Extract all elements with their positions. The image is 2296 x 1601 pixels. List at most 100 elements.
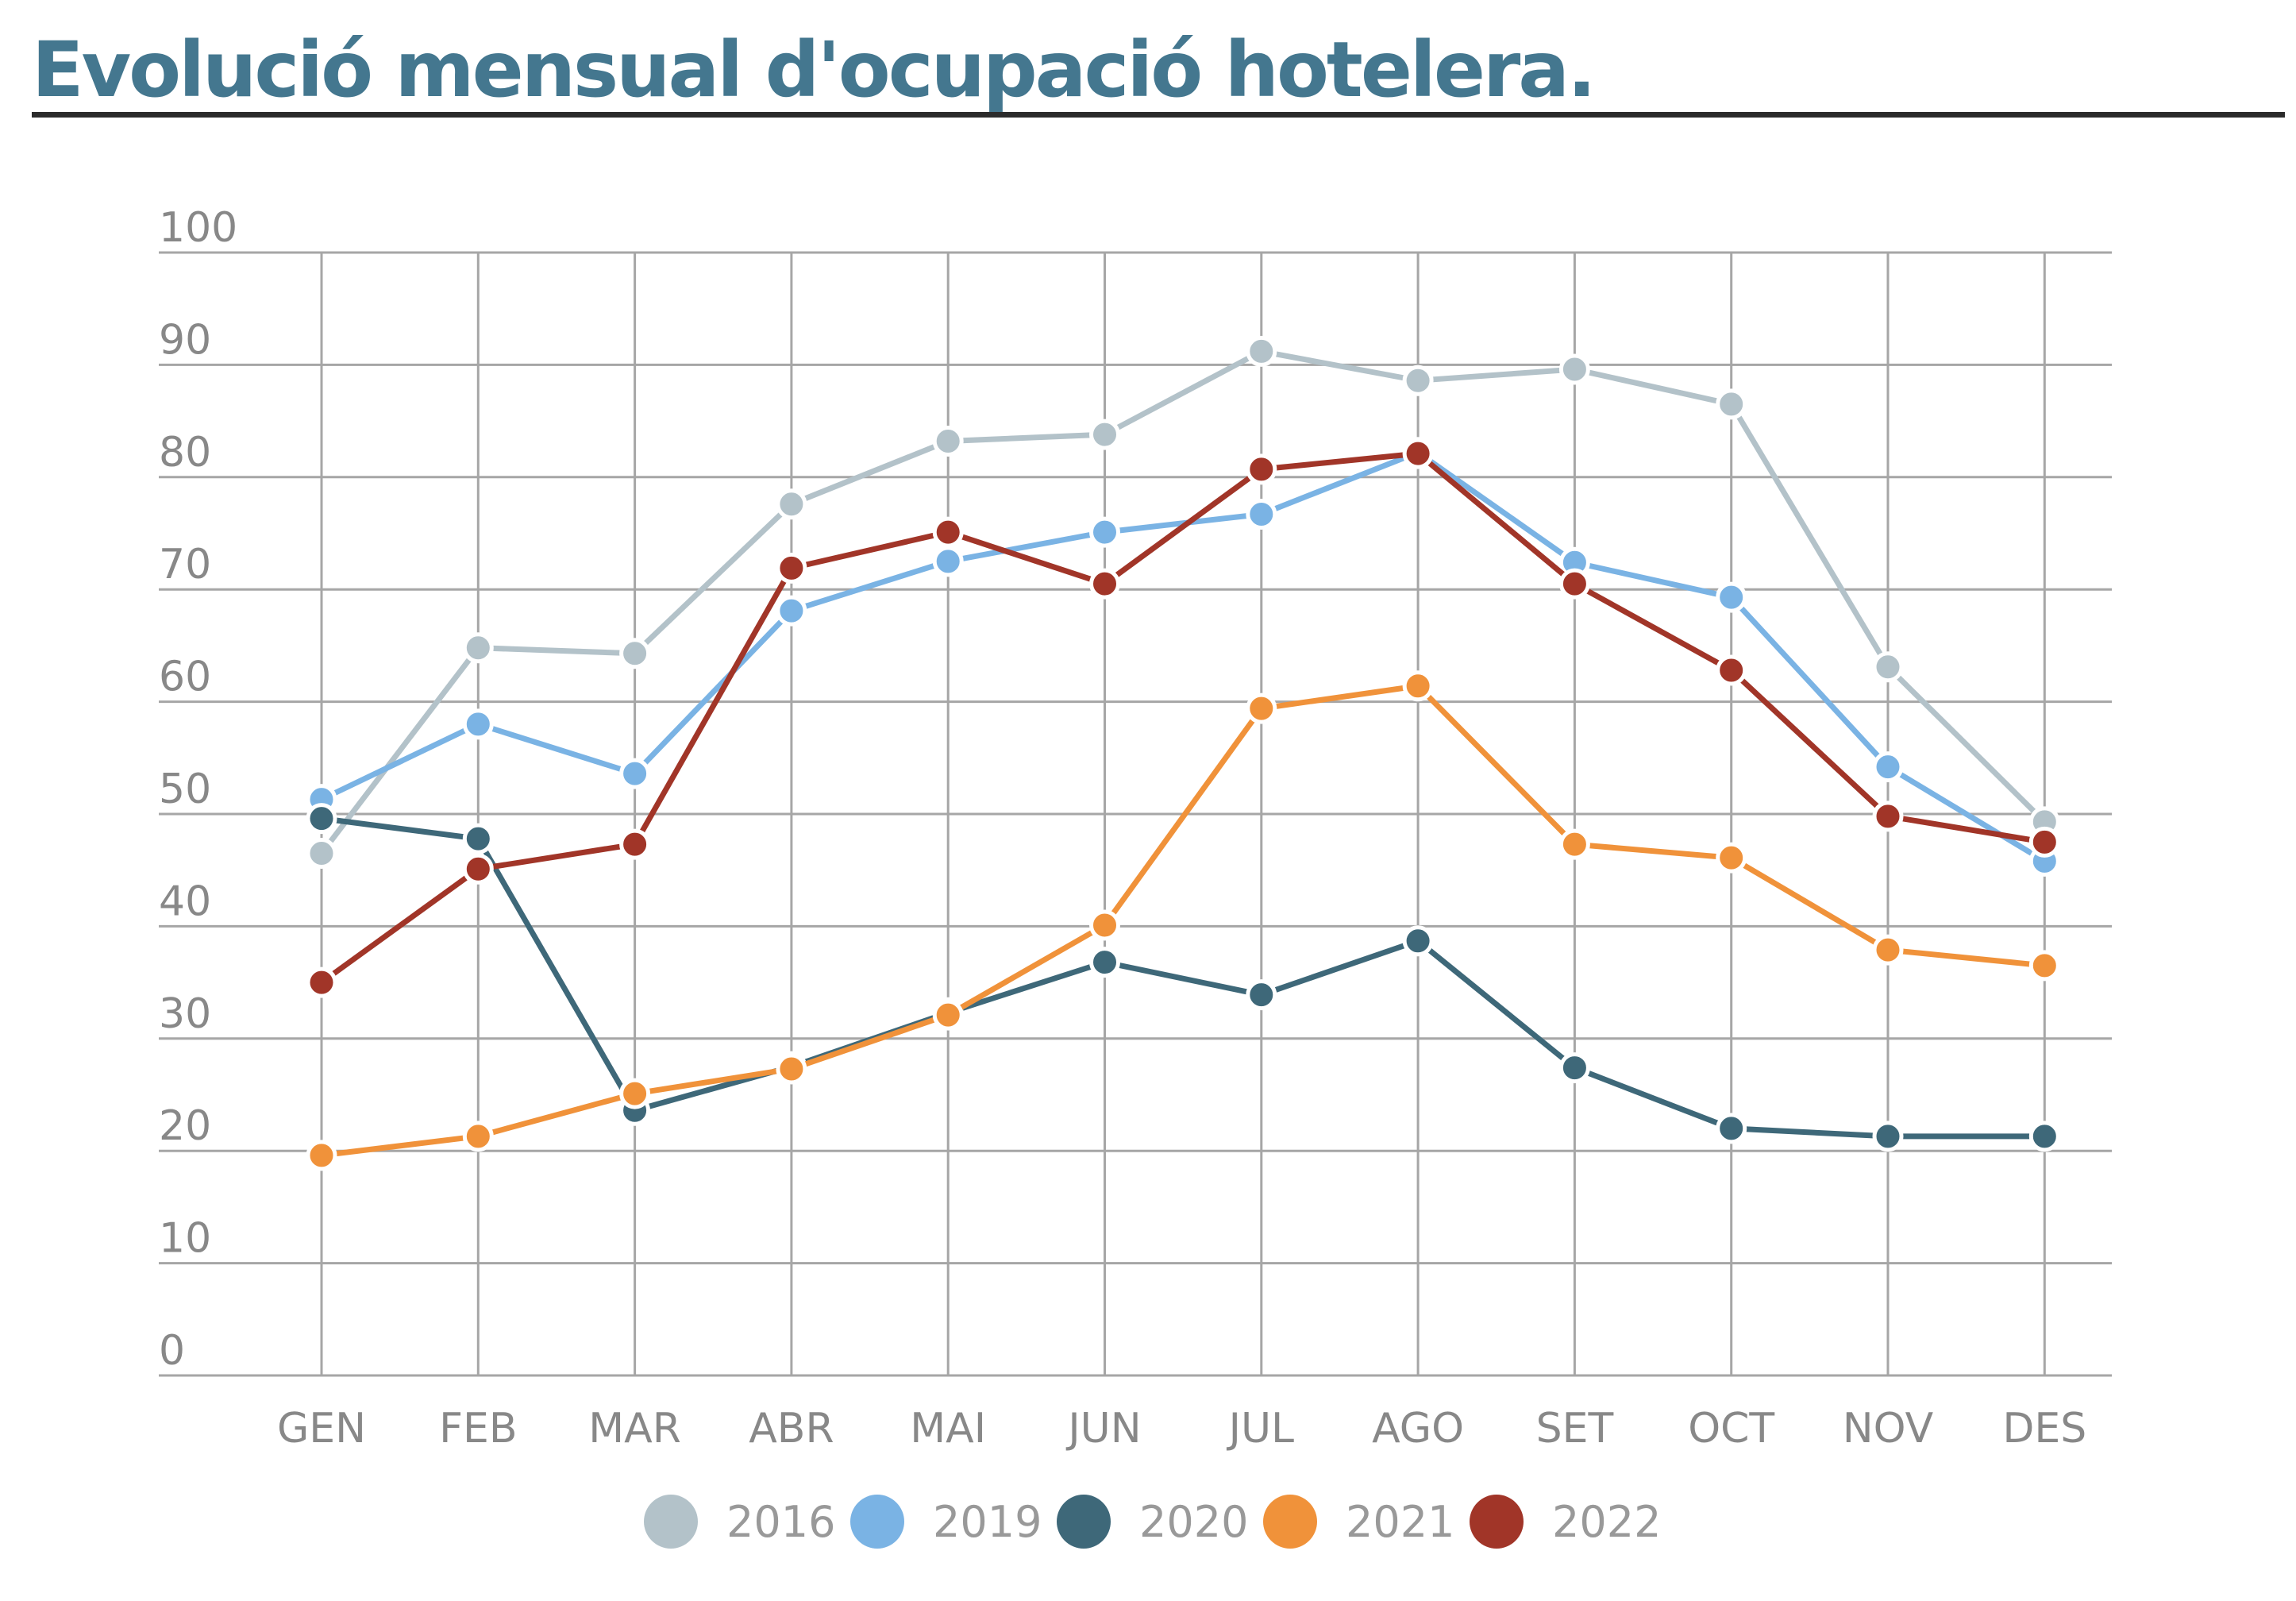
y-tick-label: 90 [159, 316, 211, 364]
y-axis: 0 10 20 30 40 50 60 70 80 90 100 [159, 204, 237, 1375]
data-point [932, 999, 964, 1031]
data-point [462, 632, 494, 664]
data-point [1872, 800, 1904, 832]
series-lines [306, 335, 2060, 1171]
data-point [1558, 568, 1590, 600]
x-tick-label: ABR [749, 1405, 834, 1452]
data-point [932, 516, 964, 548]
y-tick-label: 20 [159, 1102, 211, 1150]
data-point [1246, 498, 1277, 530]
x-tick-label: SET [1536, 1405, 1614, 1452]
series-line [318, 450, 2048, 986]
data-point [306, 1140, 337, 1171]
legend-label: 2021 [1346, 1497, 1454, 1547]
x-tick-label: MAR [588, 1405, 681, 1452]
data-point [1558, 1052, 1590, 1084]
data-point [1089, 419, 1120, 450]
title-underline [32, 112, 2285, 118]
data-point [1402, 670, 1434, 702]
data-point [1558, 353, 1590, 385]
legend-item-2019: 2019 [850, 1495, 1042, 1549]
data-point [306, 966, 337, 998]
data-point [2028, 826, 2060, 858]
data-point [2028, 1121, 2060, 1152]
series-line [318, 348, 2048, 856]
data-point [1246, 692, 1277, 724]
series-2022 [306, 438, 2060, 998]
data-point [1716, 581, 1747, 613]
x-tick-label: AGO [1372, 1405, 1464, 1452]
data-point [306, 803, 337, 835]
legend-item-2021: 2021 [1263, 1495, 1454, 1549]
data-point [1872, 651, 1904, 683]
data-point [1089, 568, 1120, 600]
legend-label: 2022 [1552, 1497, 1661, 1547]
data-point [1246, 335, 1277, 367]
y-tick-label: 70 [159, 541, 211, 588]
series-line [318, 683, 2048, 1159]
x-tick-label: NOV [1843, 1405, 1934, 1452]
data-point [462, 853, 494, 885]
data-point [776, 552, 807, 584]
data-point [462, 708, 494, 740]
legend-label: 2019 [933, 1497, 1042, 1547]
data-point [1089, 909, 1120, 941]
legend-swatch [1263, 1495, 1317, 1549]
data-point [1716, 654, 1747, 686]
data-point [1246, 979, 1277, 1011]
legend-label: 2020 [1139, 1497, 1248, 1547]
series-line [318, 449, 2048, 864]
y-tick-label: 100 [159, 204, 237, 252]
series-2020 [306, 803, 2060, 1152]
series-2016 [306, 335, 2060, 869]
legend-item-2020: 2020 [1057, 1495, 1248, 1549]
data-point [776, 1053, 807, 1085]
data-point [1558, 828, 1590, 860]
y-tick-label: 80 [159, 429, 211, 476]
data-point [1402, 365, 1434, 396]
data-point [1872, 1121, 1904, 1152]
y-tick-label: 0 [159, 1327, 185, 1375]
y-tick-label: 60 [159, 654, 211, 701]
chart-title: Evolució mensual d'ocupació hotelera. [32, 25, 1597, 114]
x-tick-label: OCT [1688, 1405, 1774, 1452]
legend-swatch [1057, 1495, 1111, 1549]
x-tick-label: JUL [1227, 1405, 1294, 1452]
y-tick-label: 30 [159, 990, 211, 1038]
data-point [1402, 438, 1434, 469]
legend-swatch [644, 1495, 698, 1549]
data-point [1716, 388, 1747, 420]
data-point [1246, 453, 1277, 485]
grid-lines [159, 251, 2112, 1377]
data-point [1716, 842, 1747, 874]
data-point [1089, 516, 1120, 548]
legend: 2016 2019 2020 2021 2022 [644, 1495, 1661, 1549]
y-tick-label: 50 [159, 766, 211, 813]
series-2021 [306, 670, 2060, 1171]
legend-item-2022: 2022 [1470, 1495, 1661, 1549]
data-point [1716, 1113, 1747, 1144]
data-point [1872, 751, 1904, 783]
data-point [932, 546, 964, 577]
data-point [776, 488, 807, 520]
x-tick-label: JUN [1065, 1405, 1141, 1452]
data-point [1872, 934, 1904, 966]
legend-item-2016: 2016 [644, 1495, 835, 1549]
legend-label: 2016 [726, 1497, 835, 1547]
data-point [306, 837, 337, 869]
data-point [776, 595, 807, 627]
data-point [462, 823, 494, 855]
x-axis: GEN FEB MAR ABR MAI JUN JUL AGO SET OCT NOV DES [277, 1405, 2086, 1452]
data-point [1089, 947, 1120, 978]
data-point [619, 1078, 651, 1109]
data-point [619, 828, 651, 860]
legend-swatch [850, 1495, 904, 1549]
series-line [318, 816, 2048, 1140]
data-point [619, 638, 651, 669]
data-point [1402, 925, 1434, 957]
data-point [2028, 950, 2060, 982]
x-tick-label: FEB [439, 1405, 517, 1452]
data-point [462, 1121, 494, 1152]
data-point [619, 758, 651, 789]
